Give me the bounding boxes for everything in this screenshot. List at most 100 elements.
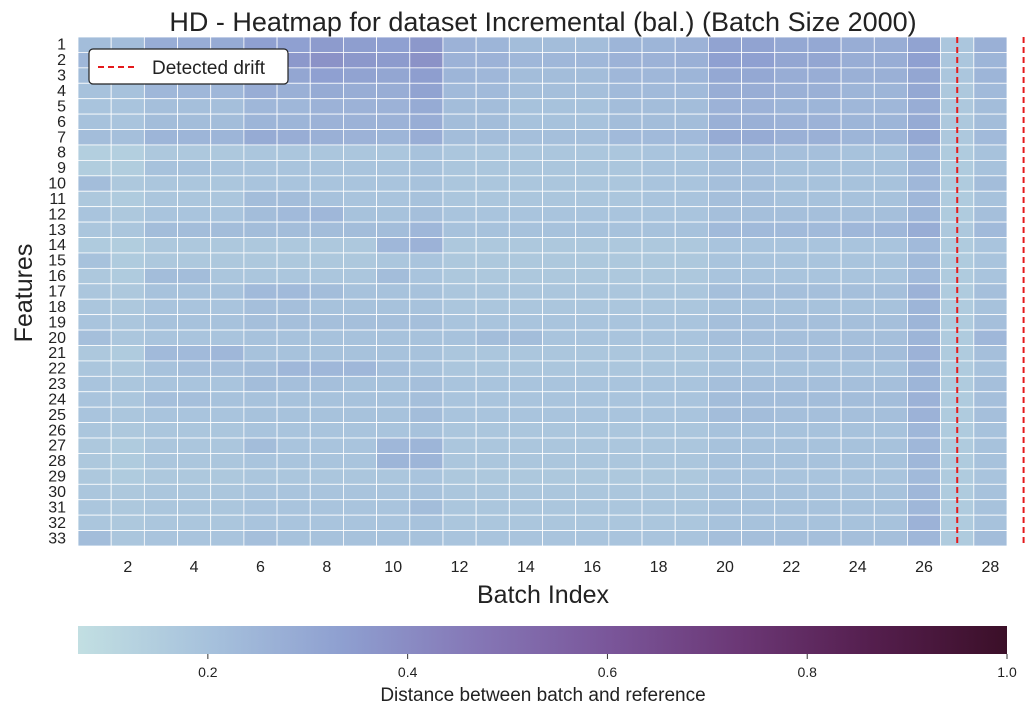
heatmap-cell [674, 36, 709, 53]
heatmap-cell [840, 329, 875, 346]
heatmap-cell [807, 190, 842, 208]
heatmap-cell [409, 190, 444, 208]
heatmap-cell [210, 499, 245, 516]
heatmap-cell [741, 391, 776, 408]
heatmap-cell [276, 82, 311, 100]
heatmap-cell [840, 252, 875, 269]
y-tick-label: 2 [57, 52, 66, 69]
heatmap-cell [475, 499, 510, 516]
heatmap-cell [210, 406, 245, 424]
heatmap-cell [276, 113, 311, 130]
heatmap-cell [77, 283, 112, 300]
heatmap-cell [840, 422, 875, 439]
heatmap-cell [409, 375, 444, 393]
heatmap-cell [442, 437, 477, 454]
heatmap-cell [973, 113, 1008, 130]
heatmap-cell [807, 360, 842, 377]
heatmap-cell [641, 391, 676, 408]
heatmap-cell [542, 453, 577, 470]
heatmap-cell [210, 468, 245, 485]
heatmap-cell [243, 453, 278, 470]
heatmap-cell [542, 360, 577, 377]
heatmap-cell [143, 468, 178, 485]
heatmap-cell [641, 98, 676, 115]
heatmap-cell [376, 113, 411, 130]
heatmap-cell [542, 468, 577, 485]
heatmap-cell [409, 283, 444, 300]
heatmap-cell [741, 314, 776, 331]
heatmap-cell [641, 129, 676, 146]
heatmap-cell [907, 514, 942, 531]
heatmap-cell [376, 82, 411, 100]
heatmap-cell [143, 113, 178, 130]
heatmap-cell [873, 422, 908, 439]
heatmap-cell [143, 437, 178, 454]
heatmap-cell [243, 252, 278, 269]
heatmap-cell [973, 314, 1008, 331]
heatmap-cell [143, 329, 178, 346]
heatmap-cell [409, 175, 444, 192]
heatmap-cell [143, 422, 178, 439]
heatmap-cell [376, 499, 411, 516]
heatmap-cell [774, 391, 809, 408]
heatmap-cell [575, 499, 610, 516]
heatmap-cell [508, 283, 543, 300]
y-axis-label: Features [10, 244, 38, 343]
heatmap-cell [774, 129, 809, 146]
heatmap-cell [376, 67, 411, 84]
heatmap-cell [210, 113, 245, 130]
heatmap-cell [508, 98, 543, 115]
heatmap-cell [243, 499, 278, 516]
heatmap-cell [608, 329, 643, 346]
heatmap-cell [674, 267, 709, 285]
heatmap-cell [409, 345, 444, 362]
heatmap-cell [575, 52, 610, 69]
heatmap-cell [741, 483, 776, 501]
heatmap-cell [508, 453, 543, 470]
heatmap-cell [110, 298, 145, 316]
heatmap-cell [741, 221, 776, 238]
heatmap-cell [707, 360, 742, 377]
heatmap-cell [143, 375, 178, 393]
heatmap-cell [907, 190, 942, 208]
heatmap-cell [442, 52, 477, 69]
heatmap-cell [110, 468, 145, 485]
heatmap-cell [343, 98, 378, 115]
x-tick-label: 24 [849, 559, 867, 576]
heatmap-cell [575, 129, 610, 146]
heatmap-cell [508, 82, 543, 100]
heatmap-cell [210, 375, 245, 393]
heatmap-cell [907, 468, 942, 485]
heatmap-cell [907, 391, 942, 408]
heatmap-cell [907, 406, 942, 424]
heatmap-cell [442, 267, 477, 285]
heatmap-cell [873, 159, 908, 177]
heatmap-cell [210, 345, 245, 362]
heatmap-cell [641, 206, 676, 223]
heatmap-cell [143, 129, 178, 146]
heatmap-cell [641, 483, 676, 501]
heatmap-cell [707, 190, 742, 208]
heatmap-cell [442, 406, 477, 424]
heatmap-cell [343, 221, 378, 238]
colorbar-label: Distance between batch and reference [380, 685, 705, 706]
heatmap-cell [840, 514, 875, 531]
heatmap-cell [608, 468, 643, 485]
heatmap-cell [376, 144, 411, 161]
heatmap-cell [542, 175, 577, 192]
y-tick-label: 33 [48, 530, 66, 547]
heatmap-cell [475, 98, 510, 115]
heatmap-cell [807, 144, 842, 161]
heatmap-cell [210, 206, 245, 223]
heatmap-cell [674, 483, 709, 501]
heatmap-cell [741, 36, 776, 53]
heatmap-cell [243, 144, 278, 161]
heatmap-cell [508, 406, 543, 424]
heatmap-cell [508, 468, 543, 485]
heatmap-cell [707, 221, 742, 238]
heatmap-cell [907, 453, 942, 470]
y-tick-label: 14 [48, 237, 66, 254]
heatmap-cell [575, 375, 610, 393]
heatmap-cell [873, 36, 908, 53]
heatmap-cell [475, 453, 510, 470]
